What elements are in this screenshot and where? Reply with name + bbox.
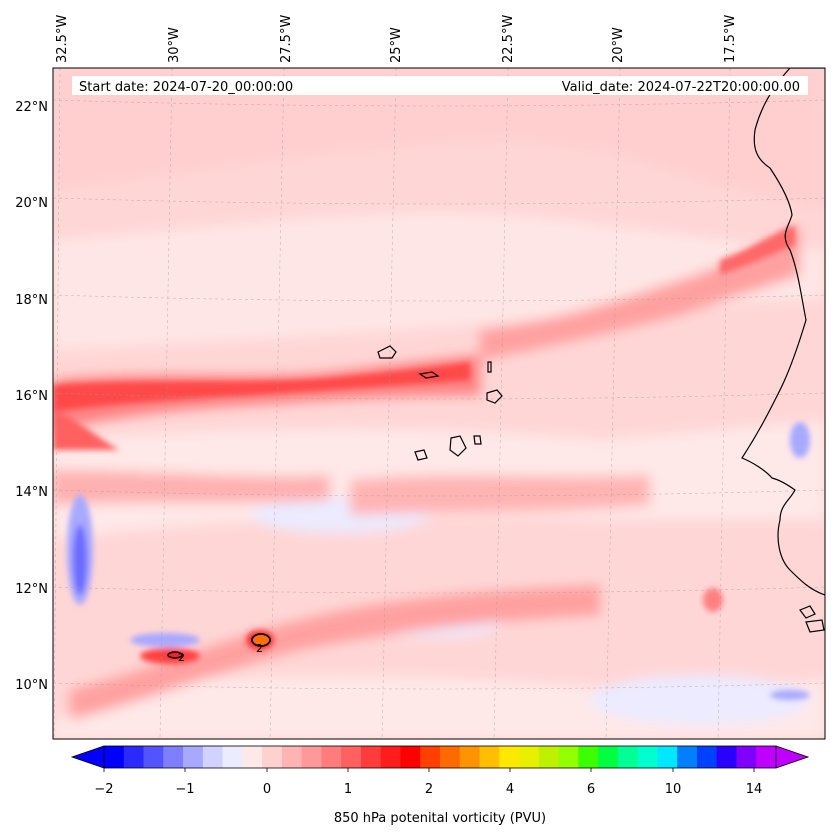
colorbar-cell — [756, 746, 777, 768]
colorbar-cell — [696, 746, 718, 768]
cb-tick-label: −2 — [94, 782, 113, 797]
colorbar-cell — [183, 746, 204, 768]
colorbar-cell — [716, 746, 737, 768]
lon-labels: 32.5°W 30°W 27.5°W 25°W 22.5°W 20°W 17.5… — [55, 15, 738, 63]
colorbar-cell — [360, 746, 382, 768]
colorbar-cell — [222, 746, 243, 768]
lon-label: 30°W — [167, 27, 182, 63]
cb-tick-label: 1 — [344, 782, 352, 797]
colorbar-cell — [301, 746, 322, 768]
colorbar: −2 −1 0 1 2 4 6 10 14 850 hPa potenital … — [70, 745, 810, 826]
colorbar-cell — [598, 746, 619, 768]
cb-tick-label: 2 — [425, 782, 433, 797]
colorbar-cell — [400, 746, 421, 768]
colorbar-cell — [163, 746, 184, 768]
pv-field — [53, 68, 825, 739]
colorbar-cell — [262, 746, 283, 768]
colorbar-cell — [519, 746, 540, 768]
colorbar-cell — [143, 746, 164, 768]
colorbar-cell — [242, 746, 263, 768]
cb-tick-label: 14 — [746, 782, 763, 797]
colorbar-cell — [538, 746, 560, 768]
lat-label: 14°N — [15, 485, 48, 500]
colorbar-cells — [104, 746, 777, 768]
colorbar-ticks: −2 −1 0 1 2 4 6 10 14 — [94, 768, 762, 797]
colorbar-cell — [341, 746, 362, 768]
contour-label: 2 — [256, 642, 263, 655]
lat-label: 18°N — [15, 293, 48, 308]
start-date-text: Start date: 2024-07-20_00:00:00 — [79, 80, 293, 95]
lon-label: 27.5°W — [279, 15, 294, 63]
colorbar-cell — [657, 746, 678, 768]
valid-date-text: Valid_date: 2024-07-22T20:00:00.00 — [562, 80, 800, 95]
contour-label: 2 — [178, 651, 185, 664]
colorbar-label: 850 hPa potenital vorticity (PVU) — [334, 811, 546, 826]
cb-tick-label: 0 — [263, 782, 271, 797]
lat-label: 10°N — [15, 678, 48, 693]
colorbar-cell — [440, 746, 461, 768]
colorbar-cell — [578, 746, 599, 768]
lat-label: 12°N — [15, 582, 48, 597]
colorbar-frame — [103, 745, 777, 769]
colorbar-cell — [420, 746, 441, 768]
lon-label: 20°W — [611, 27, 626, 63]
lat-label: 20°N — [15, 196, 48, 211]
colorbar-cell — [459, 746, 481, 768]
lon-label: 22.5°W — [501, 15, 516, 63]
lat-labels: 22°N 20°N 18°N 16°N 14°N 12°N 10°N — [15, 100, 48, 693]
colorbar-cell — [736, 746, 757, 768]
colorbar-cell — [123, 746, 145, 768]
info-banner — [72, 76, 808, 95]
lon-label: 25°W — [389, 27, 404, 63]
graticule — [53, 68, 825, 739]
colorbar-max-extend — [776, 746, 808, 768]
colorbar-cell — [637, 746, 658, 768]
cb-tick-label: −1 — [175, 782, 194, 797]
colorbar-min-extend — [72, 746, 104, 768]
colorbar-cell — [202, 746, 224, 768]
coastline — [377, 68, 825, 633]
cb-tick-label: 4 — [506, 782, 514, 797]
colorbar-cell — [104, 746, 125, 768]
colorbar-cell — [677, 746, 698, 768]
map-frame — [52, 67, 826, 740]
lat-label: 22°N — [15, 100, 48, 115]
colorbar-cell — [321, 746, 342, 768]
colorbar-cell — [380, 746, 401, 768]
colorbar-cell — [479, 746, 500, 768]
lat-label: 16°N — [15, 389, 48, 404]
colorbar-cell — [281, 746, 303, 768]
cb-tick-label: 10 — [665, 782, 682, 797]
colorbar-cell — [558, 746, 579, 768]
cb-tick-label: 6 — [587, 782, 595, 797]
colorbar-cell — [499, 746, 520, 768]
lon-label: 17.5°W — [723, 15, 738, 63]
colorbar-cell — [617, 746, 639, 768]
lon-label: 32.5°W — [55, 15, 70, 63]
